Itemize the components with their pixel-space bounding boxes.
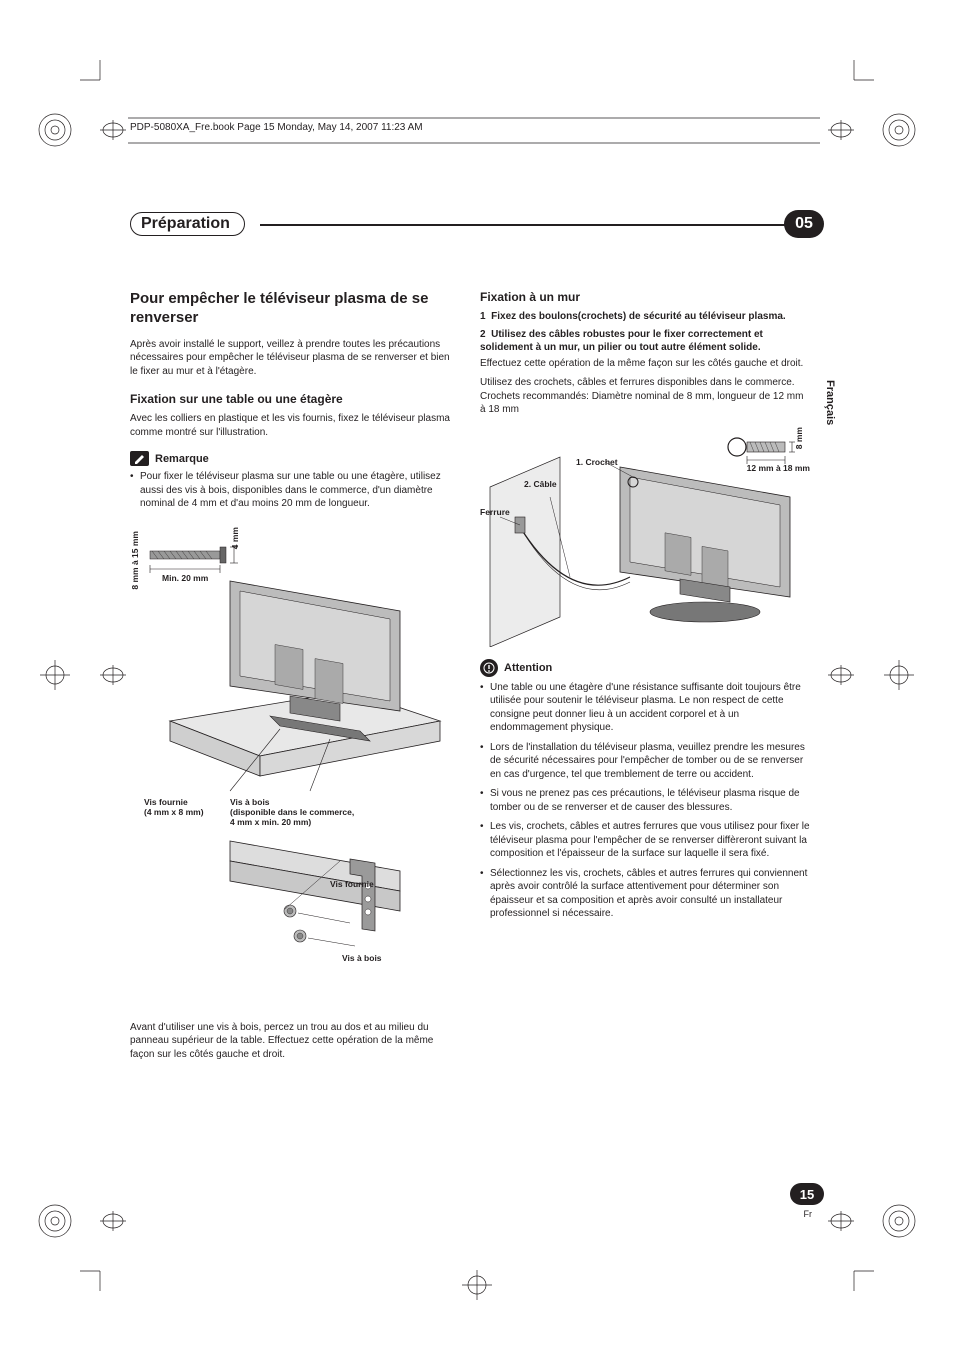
intro-text: Après avoir installé le support, veillez…: [130, 338, 460, 379]
note-title: Remarque: [155, 453, 209, 465]
chapter-rule: [260, 224, 800, 226]
attention-title: Attention: [504, 662, 552, 674]
fig1-label-vis-fournie: Vis fournie (4 mm x 8 mm): [144, 797, 214, 817]
step-1: 1 Fixez des boulons(crochets) de sécurit…: [480, 310, 810, 324]
fig2-label-8mm: 8 mm: [794, 427, 804, 449]
attention-list: Une table ou une étagère d'une résistanc…: [480, 681, 810, 921]
chapter-number: 05: [784, 210, 824, 238]
page-lang-code: Fr: [804, 1209, 813, 1219]
attention-header: Attention: [480, 659, 810, 677]
header-path: PDP-5080XA_Fre.book Page 15 Monday, May …: [130, 122, 423, 133]
note-bullet: Pour fixer le téléviseur plasma sur une …: [130, 470, 460, 511]
note-header: Remarque: [130, 451, 460, 466]
caution-icon: [480, 659, 498, 677]
page-content: PDP-5080XA_Fre.book Page 15 Monday, May …: [100, 100, 854, 1251]
figure-table-mount: 8 mm à 15 mm 4 mm Min. 20 mm Vis fournie…: [130, 521, 460, 1011]
left-column: Pour empêcher le téléviseur plasma de se…: [130, 290, 460, 1067]
page-number: 15: [790, 1183, 824, 1205]
closing-text: Avant d'utiliser une vis à bois, percez …: [130, 1021, 460, 1062]
fig2-label-ferrure: Ferrure: [480, 507, 510, 517]
attention-item: Les vis, crochets, câbles et autres ferr…: [480, 820, 810, 861]
fig2-label-cable: 2. Câble: [524, 479, 557, 489]
step-2-body: Effectuez cette opération de la même faç…: [480, 357, 810, 371]
subheading-wall: Fixation à un mur: [480, 290, 810, 304]
note-list: Pour fixer le téléviseur plasma sur une …: [130, 470, 460, 511]
attention-item: Sélectionnez les vis, crochets, câbles e…: [480, 867, 810, 921]
step-2: 2 Utilisez des câbles robustes pour le f…: [480, 328, 810, 355]
chapter-bar: Préparation 05: [130, 212, 824, 236]
subheading-table: Fixation sur une table ou une étagère: [130, 392, 460, 406]
language-tab: Français: [824, 380, 836, 425]
fig2-label-12-18: 12 mm à 18 mm: [747, 463, 810, 473]
fig1-label-min20: Min. 20 mm: [162, 573, 208, 583]
figure-wall-mount: 8 mm 12 mm à 18 mm 1. Crochet 2. Câble F…: [480, 427, 810, 647]
fig1-label-vis-bois: Vis à bois (disponible dans le commerce,…: [230, 797, 390, 827]
attention-item: Lors de l'installation du téléviseur pla…: [480, 741, 810, 782]
chapter-title: Préparation: [130, 212, 245, 236]
fig1-label-vert: 8 mm à 15 mm: [130, 531, 140, 590]
fig1-label-4mm: 4 mm: [230, 527, 240, 549]
attention-item: Si vous ne prenez pas ces précautions, l…: [480, 787, 810, 814]
right-column: Fixation à un mur 1 Fixez des boulons(cr…: [480, 290, 810, 927]
fig1-label-vis-bois2: Vis à bois: [342, 953, 382, 963]
pencil-icon: [130, 451, 149, 466]
fig2-label-crochet: 1. Crochet: [576, 457, 618, 467]
fig1-label-vis-fournie2: Vis fournie: [330, 879, 374, 889]
attention-item: Une table ou une étagère d'une résistanc…: [480, 681, 810, 735]
section-heading: Pour empêcher le téléviseur plasma de se…: [130, 290, 460, 328]
body-text: Avec les colliers en plastique et les vi…: [130, 412, 460, 439]
hooks-text: Utilisez des crochets, câbles et ferrure…: [480, 376, 810, 417]
